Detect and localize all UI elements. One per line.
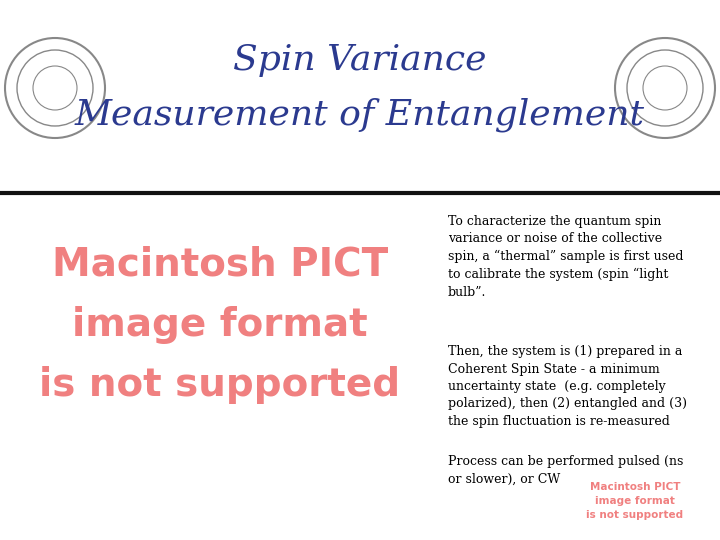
Text: Macintosh PICT: Macintosh PICT (52, 246, 388, 284)
Text: Spin Variance: Spin Variance (233, 43, 487, 77)
Text: image format: image format (595, 496, 675, 506)
Text: To characterize the quantum spin
variance or noise of the collective
spin, a “th: To characterize the quantum spin varianc… (448, 215, 683, 299)
Text: Then, the system is (1) prepared in a
Coherent Spin State - a minimum
uncertaint: Then, the system is (1) prepared in a Co… (448, 345, 687, 428)
Text: is not supported: is not supported (586, 510, 683, 520)
Text: Process can be performed pulsed (ns
or slower), or CW: Process can be performed pulsed (ns or s… (448, 455, 683, 485)
Text: Measurement of Entanglement: Measurement of Entanglement (75, 98, 645, 132)
Text: is not supported: is not supported (40, 366, 400, 404)
Text: image format: image format (72, 306, 368, 344)
Text: Macintosh PICT: Macintosh PICT (590, 482, 680, 492)
